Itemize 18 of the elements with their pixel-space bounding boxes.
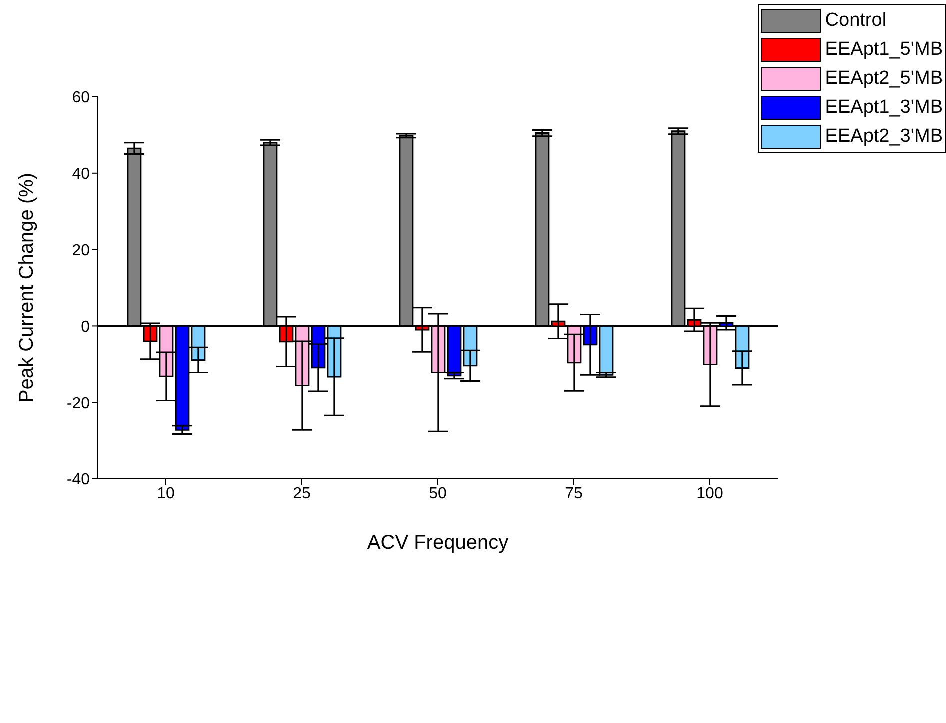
legend-label: Control	[825, 10, 887, 32]
x-tick-label: 75	[565, 485, 583, 502]
y-tick-label: 0	[81, 318, 90, 336]
legend-label: EEApt2_3'MB	[825, 126, 943, 148]
y-tick-label: -20	[66, 395, 90, 412]
y-tick-label: 40	[72, 166, 90, 184]
legend-label: EEApt1_5'MB	[825, 38, 943, 60]
legend-label: EEApt2_5'MB	[825, 68, 943, 90]
x-tick-label: 10	[157, 485, 175, 502]
x-axis-title: ACV Frequency	[367, 532, 509, 554]
x-tick-label: 50	[429, 485, 447, 502]
y-tick-label: 60	[72, 90, 90, 107]
y-axis-title: Peak Current Change (%)	[16, 172, 38, 404]
x-tick-label: 25	[293, 485, 311, 502]
x-tick-label: 100	[696, 485, 724, 502]
y-tick-label: -40	[66, 472, 90, 489]
y-tick-label: 20	[72, 242, 90, 260]
legend-label: EEApt1_3'MB	[825, 96, 943, 118]
